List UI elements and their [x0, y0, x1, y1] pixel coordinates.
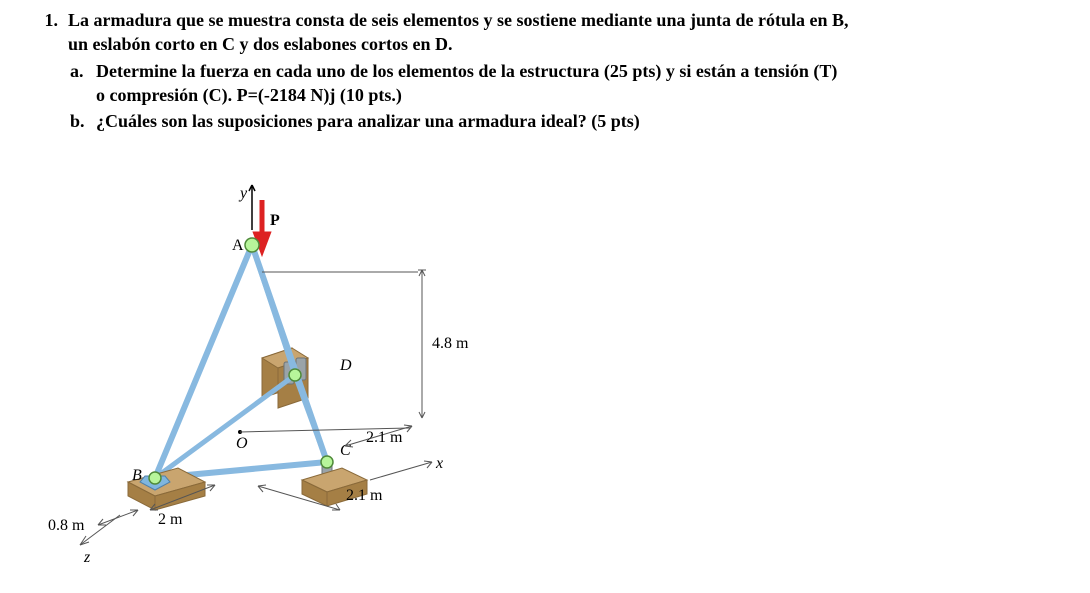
dim-zB-label: 2 m [158, 511, 183, 528]
subpart-b-text: ¿Cuáles son las suposiciones para analiz… [96, 109, 1066, 133]
load-label: P [270, 212, 280, 229]
joint-A [245, 238, 259, 252]
statement-line-1: La armadura que se muestra consta de sei… [68, 10, 848, 30]
truss-figure: y P [40, 180, 500, 570]
label-D: D [339, 357, 352, 374]
subpart-b: b. ¿Cuáles son las suposiciones para ana… [70, 109, 1066, 133]
x-axis-arrow [424, 461, 432, 462]
dim-zoff-label: 0.8 m [48, 517, 85, 534]
subpart-a-label: a. [70, 59, 96, 83]
problem-body: La armadura que se muestra consta de sei… [68, 8, 1066, 57]
joint-D [289, 369, 301, 381]
joint-B [149, 472, 161, 484]
label-B: B [132, 467, 142, 484]
subpart-b-label: b. [70, 109, 96, 133]
dim-height-label: 4.8 m [432, 335, 469, 352]
joint-C [321, 456, 333, 468]
y-axis-label: y [238, 185, 248, 202]
dim-zoff-line [98, 510, 138, 525]
problem-number: 1. [24, 8, 68, 32]
member-CD [295, 375, 327, 462]
subpart-a-text: Determine la fuerza en cada uno de los e… [96, 59, 1066, 108]
subpart-a-line1: Determine la fuerza en cada uno de los e… [96, 61, 837, 81]
x-axis-label: x [435, 455, 443, 472]
subparts: a. Determine la fuerza en cada uno de lo… [70, 59, 1066, 134]
statement-line-2: un eslabón corto en C y dos eslabones co… [68, 34, 453, 54]
truss-svg: y P [40, 180, 500, 570]
label-A: A [232, 237, 244, 254]
subpart-a: a. Determine la fuerza en cada uno de lo… [70, 59, 1066, 108]
dim-x2-label: 2.1 m [346, 487, 383, 504]
z-axis-label: z [83, 549, 91, 566]
dim-x1-label: 2.1 m [366, 429, 403, 446]
problem-statement: 1. La armadura que se muestra consta de … [24, 8, 1066, 57]
x-axis [370, 462, 432, 480]
page: 1. La armadura que se muestra consta de … [0, 0, 1090, 593]
label-O: O [236, 435, 248, 452]
subpart-a-line2: o compresión (C). P=(-2184 N)j (10 pts.) [96, 85, 402, 105]
